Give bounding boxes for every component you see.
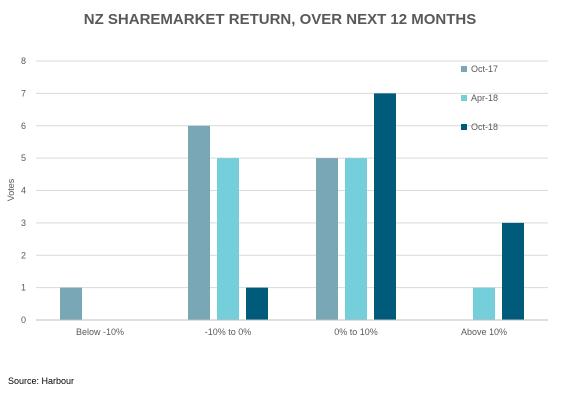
x-tick-label: Below -10% xyxy=(76,327,124,337)
source-note: Source: Harbour xyxy=(8,376,74,386)
y-tick-label: 5 xyxy=(21,153,26,163)
bar-oct-18-2 xyxy=(246,287,268,320)
y-tick-label: 3 xyxy=(21,218,26,228)
bars xyxy=(60,93,524,320)
y-axis-title: Votes xyxy=(6,178,16,201)
legend-swatch-oct-17 xyxy=(461,66,467,72)
bar-apr-18-4 xyxy=(473,287,495,320)
y-tick-label: 6 xyxy=(21,121,26,131)
x-tick-label: -10% to 0% xyxy=(205,327,252,337)
chart-title: NZ SHAREMARKET RETURN, OVER NEXT 12 MONT… xyxy=(84,11,477,28)
legend-swatch-apr-18 xyxy=(461,95,467,101)
x-axis-ticks: Below -10% -10% to 0% 0% to 10% Above 10% xyxy=(76,327,507,337)
bar-oct-17-3 xyxy=(316,158,338,320)
bar-apr-18-2 xyxy=(217,158,239,320)
y-tick-label: 0 xyxy=(21,315,26,325)
y-axis-ticks: 0 1 2 3 4 5 6 7 8 xyxy=(21,56,26,325)
bar-oct-17-1 xyxy=(60,287,82,320)
y-tick-label: 8 xyxy=(21,56,26,66)
legend-swatch-oct-18 xyxy=(461,124,467,130)
bar-oct-17-2 xyxy=(188,125,210,320)
legend-label: Oct-18 xyxy=(471,122,498,132)
y-tick-label: 1 xyxy=(21,283,26,293)
bar-oct-18-4 xyxy=(502,222,524,320)
x-tick-label: Above 10% xyxy=(461,327,507,337)
y-tick-label: 4 xyxy=(21,186,26,196)
x-tick-label: 0% to 10% xyxy=(334,327,378,337)
legend: Oct-17 Apr-18 Oct-18 xyxy=(461,64,498,132)
legend-label: Apr-18 xyxy=(471,93,498,103)
bar-oct-18-3 xyxy=(374,93,396,320)
bar-apr-18-3 xyxy=(345,158,367,320)
gridlines xyxy=(36,60,548,289)
y-tick-label: 2 xyxy=(21,250,26,260)
y-tick-label: 7 xyxy=(21,88,26,98)
legend-label: Oct-17 xyxy=(471,64,498,74)
